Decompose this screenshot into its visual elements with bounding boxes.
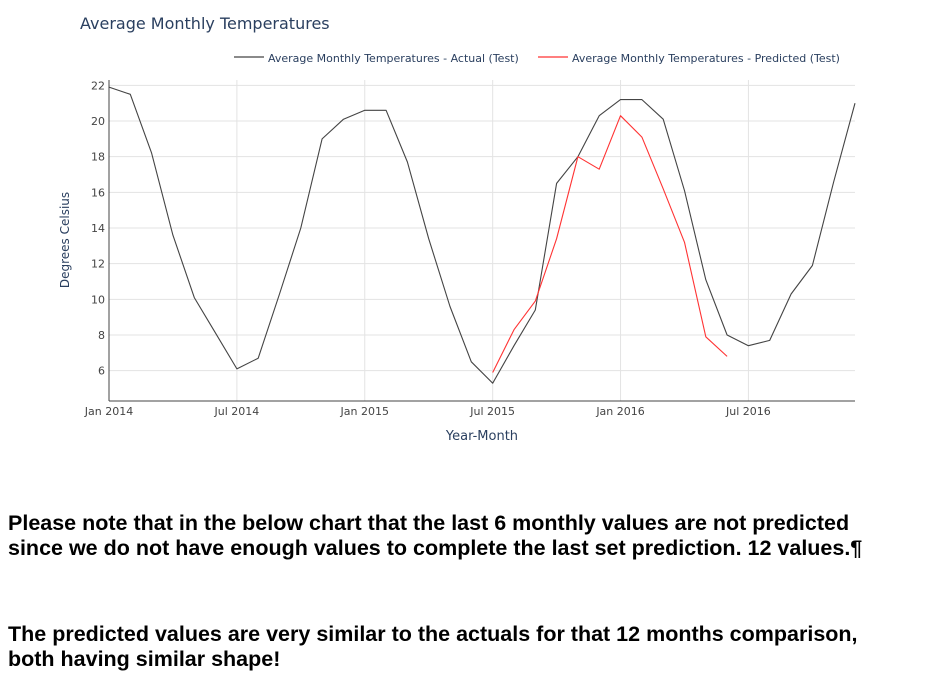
y-axis-title: Degrees Celsius	[58, 192, 72, 288]
x-axis-title: Year-Month	[445, 429, 518, 444]
x-tick-label: Jul 2014	[214, 405, 260, 418]
x-tick-label: Jan 2015	[340, 405, 389, 418]
chart-title: Average Monthly Temperatures	[80, 14, 330, 33]
y-tick-labels: 6 8 10 12 14 16 18 20 22	[91, 79, 105, 377]
legend-item-actual[interactable]: Average Monthly Temperatures - Actual (T…	[234, 52, 519, 65]
gridlines	[108, 80, 855, 401]
y-tick-label: 20	[91, 115, 105, 128]
y-tick-label: 6	[98, 365, 105, 378]
legend-label-actual: Average Monthly Temperatures - Actual (T…	[268, 52, 519, 65]
legend-label-predicted: Average Monthly Temperatures - Predicted…	[572, 52, 840, 65]
y-tick-label: 18	[91, 151, 105, 164]
x-tick-label: Jul 2015	[469, 405, 515, 418]
legend-item-predicted[interactable]: Average Monthly Temperatures - Predicted…	[538, 52, 840, 65]
note-paragraph-1: Please note that in the below chart that…	[8, 511, 863, 560]
series-line-actual[interactable]	[108, 86, 856, 384]
series-lines	[108, 86, 856, 384]
x-tick-label: Jan 2016	[595, 405, 644, 418]
y-tick-label: 22	[91, 79, 105, 92]
y-tick-label: 10	[91, 293, 105, 306]
y-tick-label: 12	[91, 258, 105, 271]
temperature-line-chart: Average Monthly Temperatures Average Mon…	[58, 14, 856, 444]
axes	[108, 80, 855, 402]
x-tick-label: Jul 2016	[725, 405, 771, 418]
y-tick-label: 14	[91, 222, 105, 235]
x-tick-labels: Jan 2014 Jul 2014 Jan 2015 Jul 2015 Jan 2016…	[84, 405, 771, 418]
x-tick-label: Jan 2014	[84, 405, 133, 418]
chart-legend[interactable]: Average Monthly Temperatures - Actual (T…	[234, 52, 840, 65]
series-line-predicted[interactable]	[492, 115, 728, 373]
y-tick-label: 8	[98, 329, 105, 342]
note-paragraph-2: The predicted values are very similar to…	[8, 622, 858, 671]
y-tick-label: 16	[91, 186, 105, 199]
